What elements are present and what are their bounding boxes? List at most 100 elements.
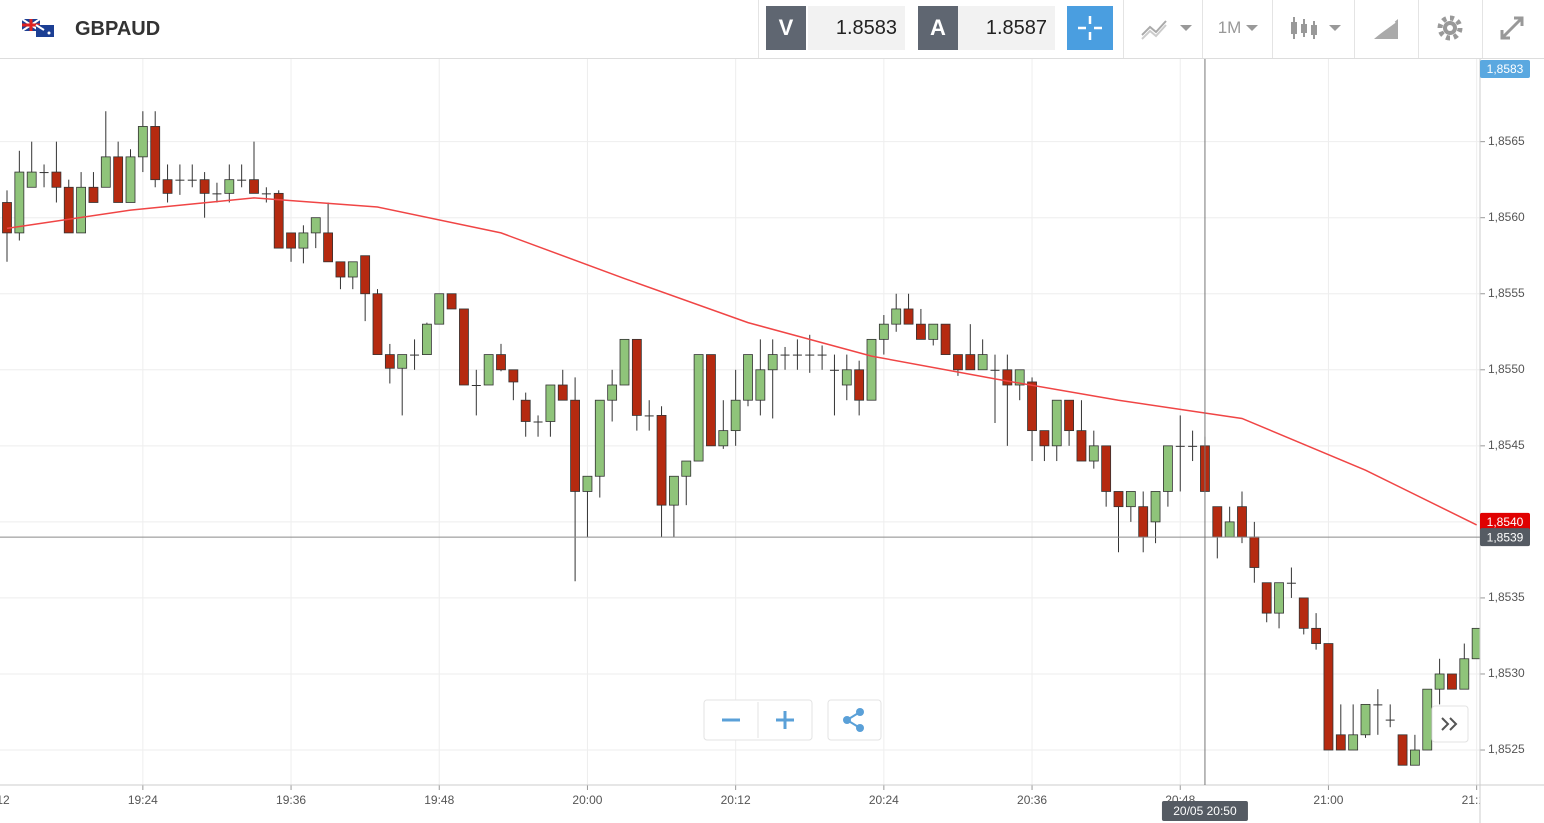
timeframe[interactable]: 1M: [1217, 18, 1242, 37]
candle-body: [1323, 643, 1334, 751]
candle-body: [706, 354, 716, 447]
timeframe-button[interactable]: 1M: [1210, 6, 1268, 50]
candle-body: [76, 186, 86, 234]
candle-body: [656, 415, 667, 506]
candle-body: [792, 354, 802, 356]
candle-body: [1311, 627, 1321, 644]
candle-body: [1459, 658, 1470, 690]
candle-body: [1175, 445, 1185, 447]
candle-body: [916, 323, 926, 340]
candle-body: [891, 308, 902, 325]
candle-body: [1261, 582, 1272, 614]
candle-body: [1002, 369, 1013, 386]
candle-body: [26, 171, 37, 188]
candle-body: [1088, 445, 1099, 462]
candle-body: [1237, 506, 1247, 538]
zoom-in[interactable]: [776, 711, 794, 729]
candle-body: [125, 156, 136, 203]
candle-body: [1397, 734, 1408, 766]
candle-body: [607, 384, 618, 401]
candle-body: [1113, 491, 1124, 508]
candle-body: [557, 384, 568, 401]
ask-label[interactable]: A: [918, 6, 958, 50]
crosshair-tag: [1161, 801, 1248, 821]
candle-body: [1188, 445, 1198, 447]
share-button[interactable]: [827, 699, 882, 741]
candle-body: [1286, 582, 1296, 584]
candle-body: [1249, 536, 1260, 568]
candle-body: [397, 354, 408, 369]
candle-body: [459, 308, 469, 386]
candle-body: [237, 179, 247, 181]
candle-body: [1348, 734, 1359, 751]
settings-button[interactable]: [1430, 6, 1470, 50]
candle-body: [965, 354, 976, 371]
candle-body: [730, 399, 741, 432]
candle-body: [854, 369, 865, 401]
chart-type-button[interactable]: [1136, 6, 1196, 50]
candle-body: [1039, 430, 1050, 447]
candle-body: [1422, 688, 1433, 751]
candle-body: [582, 475, 593, 492]
candle-body: [261, 193, 271, 195]
candle-body: [199, 179, 210, 194]
scroll-latest-button[interactable]: [1431, 705, 1469, 743]
candle-body: [928, 323, 939, 340]
candle-type-button[interactable]: [1286, 6, 1346, 50]
x-tick-label: 20:12: [721, 793, 751, 807]
candle-body: [780, 354, 790, 356]
candle-body: [446, 293, 457, 310]
candle-body: [471, 384, 481, 386]
candle-body: [1447, 673, 1457, 690]
price-tag-label: 1,8539: [1487, 530, 1524, 544]
candle-body: [310, 217, 321, 234]
candle-body: [410, 354, 420, 356]
candle-body: [878, 323, 889, 340]
candle-body: [693, 354, 704, 462]
candle-body: [372, 293, 383, 355]
candle-body: [2, 202, 12, 234]
candle-body: [755, 369, 766, 401]
candle-body: [1014, 369, 1025, 386]
y-tick-label: 1,8560: [1488, 210, 1525, 224]
candle-body: [360, 255, 371, 295]
bid-label[interactable]: V: [766, 6, 806, 50]
candle-body: [1051, 399, 1062, 447]
candle-body: [1471, 627, 1480, 660]
candle-body: [977, 354, 988, 371]
candle-body: [508, 369, 519, 383]
candle-body: [533, 421, 543, 423]
candle-body: [249, 179, 259, 194]
candle-body: [212, 193, 222, 195]
price-tag-label: 1,8540: [1487, 515, 1524, 529]
candle-body: [150, 126, 161, 181]
price-tag: [1480, 528, 1530, 547]
candle-body: [1027, 381, 1037, 432]
bid-price[interactable]: 1.8583: [808, 6, 905, 50]
candle-body: [1138, 506, 1149, 538]
draw-button[interactable]: [1366, 6, 1406, 50]
candle-body: [224, 179, 235, 194]
candle-body: [137, 126, 148, 158]
moving-average-line: [6, 197, 1477, 526]
candle-body: [175, 179, 185, 181]
y-tick-label: 1,8530: [1488, 666, 1525, 680]
candle-body: [286, 232, 296, 249]
crosshair-button[interactable]: [1067, 6, 1113, 50]
candle-body: [1298, 597, 1309, 629]
candle-body: [594, 399, 605, 477]
candle-body: [644, 415, 654, 417]
fullscreen-button[interactable]: [1492, 6, 1532, 50]
crosshair-label: 20/05 20:50: [1173, 804, 1237, 818]
candle-body: [903, 308, 914, 325]
candle-body: [1064, 399, 1074, 432]
candle-body: [88, 186, 99, 203]
candle-body: [63, 186, 74, 234]
flag-icon: [22, 18, 54, 37]
x-tick-label: 20:24: [869, 793, 899, 807]
price-tag-label: 1,8583: [1487, 62, 1524, 76]
candle-body: [1410, 749, 1420, 766]
ask-price[interactable]: 1.8587: [958, 6, 1055, 50]
price-tag: [1480, 60, 1530, 78]
